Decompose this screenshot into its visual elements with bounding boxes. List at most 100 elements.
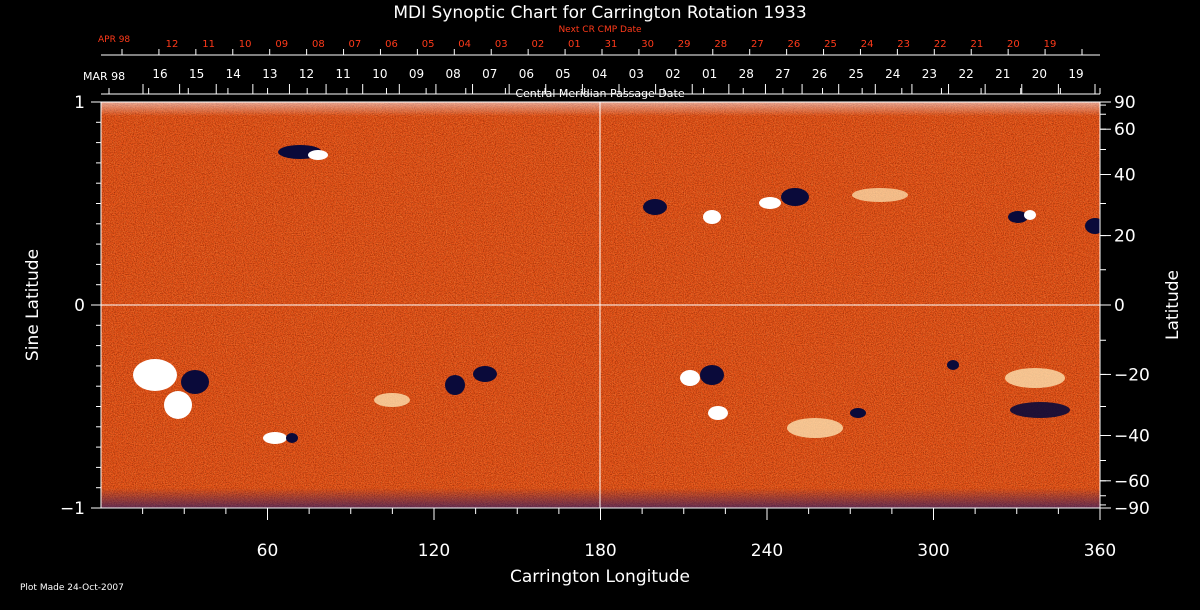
y-left-tick-label: 0 bbox=[74, 296, 85, 316]
active-region-n2-neg bbox=[643, 199, 667, 215]
y-right-tick-label: 90 bbox=[1114, 93, 1136, 113]
x-axis-title: Carrington Longitude bbox=[510, 567, 690, 587]
cmp-day-label: 15 bbox=[189, 67, 204, 81]
y-right-tick-label: −20 bbox=[1114, 365, 1150, 385]
cmp-day-label: 13 bbox=[262, 67, 277, 81]
active-region-n6-pos bbox=[852, 188, 908, 202]
cmp-day-label: 20 bbox=[1032, 67, 1047, 81]
next-cr-axis: 12 11 10 09 08 07 06 05 04 03 02 01 31 30 29 28 27 26 25 24… bbox=[121, 39, 1083, 55]
y-right-tick-label: −60 bbox=[1114, 472, 1150, 492]
active-region-n3-neg bbox=[781, 188, 809, 206]
active-region-s5-neg bbox=[445, 375, 465, 395]
next-cr-day-label: 12 bbox=[166, 39, 179, 50]
active-region-s9-pos bbox=[787, 418, 843, 438]
next-cr-day-label: 03 bbox=[495, 39, 508, 50]
cmp-day-label: 03 bbox=[629, 67, 644, 81]
next-cr-day-label: 22 bbox=[934, 39, 947, 50]
active-region-n4-pos bbox=[1024, 210, 1036, 220]
next-cr-day-label: 06 bbox=[385, 39, 398, 50]
x-tick-label: 240 bbox=[751, 541, 783, 561]
next-cr-day-label: 31 bbox=[605, 39, 618, 50]
next-cr-day-label: 10 bbox=[239, 39, 252, 50]
active-region-n5-neg bbox=[1085, 218, 1100, 234]
active-region-s2-pos bbox=[164, 391, 192, 419]
next-cr-day-label: 02 bbox=[531, 39, 544, 50]
next-cr-day-label: 19 bbox=[1044, 39, 1057, 50]
y-right-axis-title: Latitude bbox=[1163, 270, 1183, 340]
active-region-s7-neg bbox=[700, 365, 724, 385]
x-tick-label: 180 bbox=[584, 541, 616, 561]
active-region-s3-pos bbox=[263, 432, 287, 444]
x-axis: 60 120 180 240 300 360 bbox=[142, 508, 1116, 561]
next-cr-day-label: 24 bbox=[861, 39, 874, 50]
cmp-day-label: 23 bbox=[922, 67, 937, 81]
cmp-day-label: 28 bbox=[739, 67, 754, 81]
cmp-day-label: 21 bbox=[995, 67, 1010, 81]
next-cr-day-label: 05 bbox=[422, 39, 435, 50]
y-left-tick-label: 1 bbox=[74, 93, 85, 113]
active-region-s1-pos bbox=[133, 359, 177, 391]
active-region-n1-pos bbox=[308, 150, 328, 160]
y-right-tick-label: 0 bbox=[1114, 296, 1125, 316]
cmp-day-label: 11 bbox=[336, 67, 351, 81]
active-region-n4-neg bbox=[1008, 211, 1028, 223]
next-cr-day-label: 28 bbox=[714, 39, 727, 50]
next-cr-day-label: 25 bbox=[824, 39, 837, 50]
y-left-tick-label: −1 bbox=[60, 499, 85, 519]
next-cr-day-label: 04 bbox=[458, 39, 471, 50]
next-cr-day-label: 20 bbox=[1007, 39, 1020, 50]
next-cr-day-label: 23 bbox=[897, 39, 910, 50]
active-region-n2-pos bbox=[703, 210, 721, 224]
next-cr-day-label: 27 bbox=[751, 39, 764, 50]
next-cr-day-label: 29 bbox=[678, 39, 691, 50]
cmp-axis: 16 15 14 13 12 11 10 09 08 07 06 05 04 03 02 01 28 27 26 25… bbox=[108, 67, 1101, 94]
y-left-axis: 1 0 −1 bbox=[60, 93, 101, 519]
cmp-day-label: 25 bbox=[849, 67, 864, 81]
next-cr-day-label: 07 bbox=[349, 39, 362, 50]
cmp-day-label: 08 bbox=[445, 67, 460, 81]
active-region-n3-pos bbox=[759, 197, 781, 209]
cmp-month: MAR 98 bbox=[83, 70, 125, 83]
cmp-day-label: 22 bbox=[958, 67, 973, 81]
y-right-tick-label: 20 bbox=[1114, 227, 1136, 247]
cmp-day-label: 27 bbox=[775, 67, 790, 81]
next-cr-day-label: 21 bbox=[970, 39, 983, 50]
y-left-axis-title: Sine Latitude bbox=[23, 249, 43, 361]
active-region-s9-neg bbox=[850, 408, 866, 418]
cmp-day-label: 19 bbox=[1068, 67, 1083, 81]
x-tick-label: 60 bbox=[257, 541, 279, 561]
active-region-s10-pos bbox=[1005, 368, 1065, 388]
cmp-day-label: 26 bbox=[812, 67, 827, 81]
cmp-day-label: 10 bbox=[372, 67, 387, 81]
x-tick-label: 360 bbox=[1084, 541, 1116, 561]
x-tick-label: 300 bbox=[917, 541, 949, 561]
y-right-tick-label: −40 bbox=[1114, 426, 1150, 446]
active-region-s1-neg bbox=[181, 370, 209, 394]
cmp-day-label: 14 bbox=[226, 67, 241, 81]
next-cr-day-label: 08 bbox=[312, 39, 325, 50]
active-region-s3-neg bbox=[286, 433, 298, 443]
y-right-tick-label: 60 bbox=[1114, 120, 1136, 140]
cmp-day-label: 01 bbox=[702, 67, 717, 81]
y-right-axis: 90 60 40 20 0 −20 −40 −60 −90 bbox=[1100, 93, 1150, 519]
next-cr-day-label: 11 bbox=[202, 39, 215, 50]
active-region-s10-neg bbox=[1010, 402, 1070, 418]
next-cr-day-label: 01 bbox=[568, 39, 581, 50]
active-region-s4-neg bbox=[473, 366, 497, 382]
chart-title: MDI Synoptic Chart for Carrington Rotati… bbox=[393, 3, 806, 23]
active-regions bbox=[133, 145, 1100, 444]
cmp-day-label: 09 bbox=[409, 67, 424, 81]
y-right-tick-label: −90 bbox=[1114, 499, 1150, 519]
cmp-day-label: 04 bbox=[592, 67, 607, 81]
active-region-s8-pos bbox=[708, 406, 728, 420]
cmp-day-label: 02 bbox=[665, 67, 680, 81]
plot-made-footer: Plot Made 24-Oct-2007 bbox=[20, 583, 124, 593]
next-cr-day-label: 09 bbox=[275, 39, 288, 50]
cmp-day-label: 07 bbox=[482, 67, 497, 81]
cmp-day-label: 06 bbox=[519, 67, 534, 81]
next-cr-day-label: 26 bbox=[788, 39, 801, 50]
cmp-day-label: 16 bbox=[152, 67, 167, 81]
next-cr-label: Next CR CMP Date bbox=[558, 25, 642, 35]
x-tick-label: 120 bbox=[418, 541, 450, 561]
